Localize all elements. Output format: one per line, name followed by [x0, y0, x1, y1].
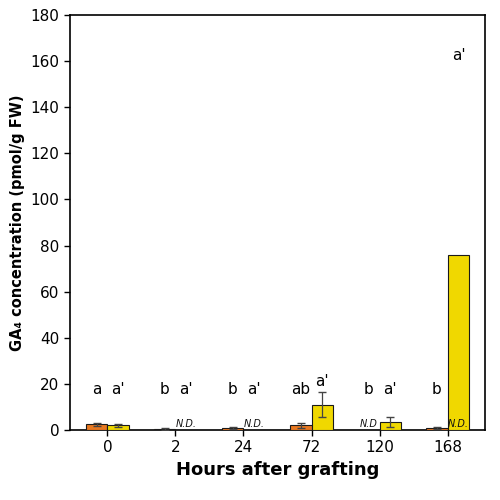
Bar	[108, 426, 129, 430]
Text: a': a'	[384, 382, 397, 396]
Bar	[426, 428, 448, 430]
Text: N.D: N.D	[360, 419, 378, 429]
X-axis label: Hours after grafting: Hours after grafting	[176, 461, 379, 479]
Text: N.D.: N.D.	[244, 419, 265, 429]
Bar	[222, 428, 244, 430]
Text: b: b	[432, 382, 442, 396]
Text: a': a'	[316, 374, 329, 388]
Text: N.D.: N.D.	[448, 419, 469, 429]
Text: b: b	[364, 382, 374, 396]
Text: a': a'	[112, 382, 125, 396]
Text: a': a'	[248, 382, 261, 396]
Bar	[86, 424, 108, 430]
Bar	[290, 426, 312, 430]
Text: N.D.: N.D.	[176, 419, 197, 429]
Bar	[154, 429, 176, 430]
Text: a: a	[92, 382, 101, 396]
Text: b: b	[228, 382, 237, 396]
Y-axis label: GA₄ concentration (pmol/g FW): GA₄ concentration (pmol/g FW)	[10, 94, 25, 351]
Bar	[380, 422, 402, 430]
Bar	[312, 404, 334, 430]
Bar	[448, 255, 469, 430]
Text: ab: ab	[291, 382, 310, 396]
Text: b: b	[160, 382, 170, 396]
Text: a': a'	[180, 382, 193, 396]
Text: a': a'	[452, 48, 466, 64]
